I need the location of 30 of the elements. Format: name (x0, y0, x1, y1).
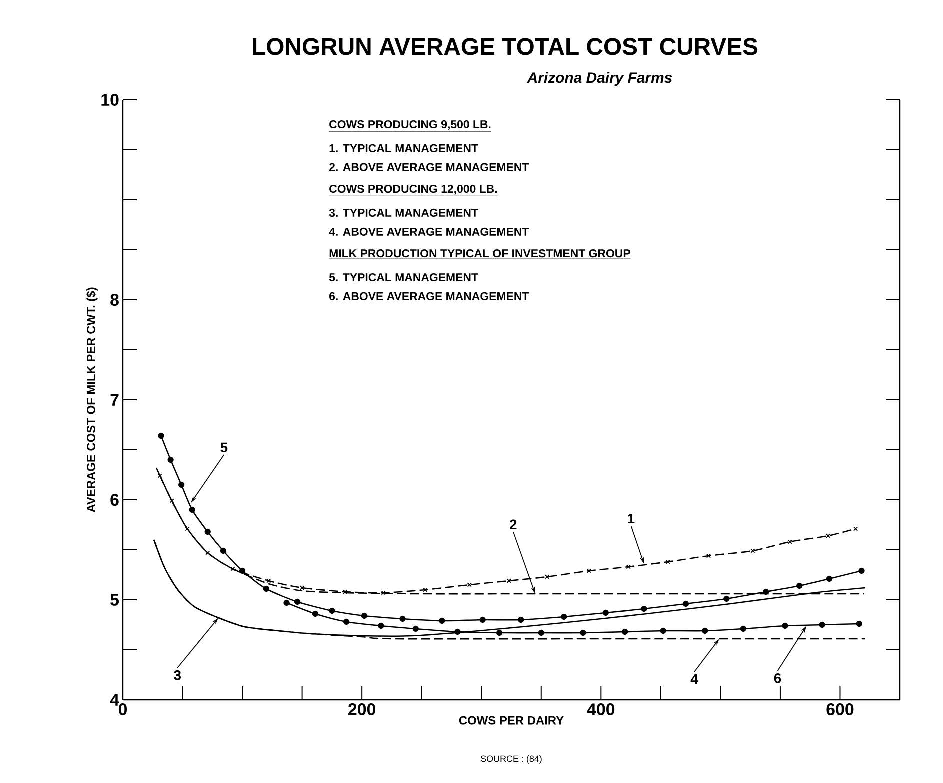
chart-title: LONGRUN AVERAGE TOTAL COST CURVES (253, 38, 758, 56)
annotation: 5. TYPICAL MANAGEMENT (329, 273, 478, 282)
y-axis-title: AVERAGE COST OF MILK PER CWT. ($) (86, 288, 98, 513)
annotation: 1 (628, 514, 635, 524)
y-tick-label: 6 (110, 494, 119, 506)
y-tick-label: 4 (110, 694, 120, 706)
annotation: 1. TYPICAL MANAGEMENT (330, 144, 478, 152)
x-tick-label: 600 (826, 704, 854, 716)
x-tick-label: 200 (348, 704, 376, 716)
annotation: 5 (220, 442, 228, 453)
annotation: 6. ABOVE AVERAGE MANAGEMENT (330, 292, 530, 300)
y-tick-label: 8 (110, 294, 119, 306)
y-tick-label: 10 (102, 94, 119, 106)
annotation: 3 (174, 670, 182, 680)
annotation: 4. ABOVE AVERAGE MANAGEMENT (329, 228, 530, 236)
annotation: COWS PRODUCING 12,000 LB. (330, 184, 498, 195)
x-axis-title: COWS PER DAIRY (459, 716, 564, 725)
source-note: SOURCE : (84) (481, 756, 542, 764)
annotation: MILK PRODUCTION TYPICAL OF INVESTMENT GROUP (330, 250, 630, 258)
y-tick-label: 7 (110, 394, 119, 406)
chart-subtitle: Arizona Dairy Farms (527, 72, 672, 86)
x-tick-label: 400 (587, 704, 615, 716)
annotation: 3. TYPICAL MANAGEMENT (329, 208, 478, 218)
y-tick-label: 5 (110, 594, 120, 606)
x-tick-label: 0 (118, 704, 128, 716)
annotation: 2. ABOVE AVERAGE MANAGEMENT (329, 163, 530, 172)
annotation: COWS PRODUCING 9,500 LB. (330, 120, 491, 130)
annotation: 2 (510, 520, 517, 530)
annotation: 6 (774, 673, 782, 684)
annotation: 4 (690, 674, 698, 684)
